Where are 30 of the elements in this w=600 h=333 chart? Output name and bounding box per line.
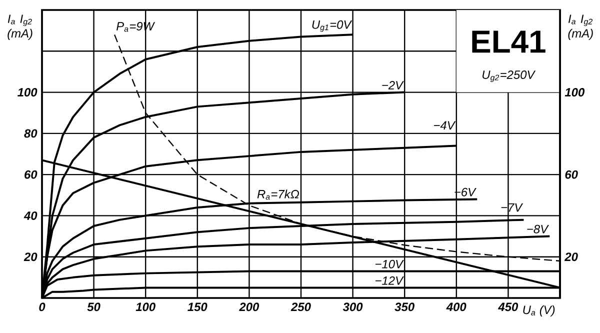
x-tick-label: 0 [39, 302, 46, 312]
annotation: −4V [434, 121, 456, 130]
y2-axis-title: I$_{a}$ I$_{g2}$ (mA) [568, 14, 593, 40]
x-tick-label: 250 [290, 302, 311, 312]
x-tick-label: 50 [87, 302, 100, 312]
y-axis-title: I$_{a}$ I$_{g2}$ (mA) [8, 14, 32, 40]
y2-tick-label: 100 [564, 88, 585, 97]
y2-tick-label: 20 [564, 252, 578, 262]
x-axis-title: U$_{a}$ (V) [523, 305, 555, 316]
annotation: −8V [527, 224, 549, 234]
x-tick-label: 350 [394, 302, 414, 312]
annotation: −12V [376, 276, 404, 285]
text: U$_{g2}$=250V [482, 70, 536, 82]
annotation: −10V [376, 260, 404, 268]
annotation: U$_{g1}$=0V [312, 20, 352, 32]
y-tick-label: 80 [24, 129, 38, 138]
annotation: −2V [382, 81, 404, 90]
x-tick-label: 400 [446, 302, 466, 312]
chart-title: EL41 [472, 30, 546, 53]
y2-tick-label: 60 [565, 170, 578, 179]
y-tick-label: 100 [18, 88, 38, 97]
x-tick-label: 450 [498, 302, 518, 312]
y-tick-label: 20 [24, 252, 38, 262]
y-tick-label: 40 [24, 211, 38, 220]
annotation: R$_{a}$=7kΩ [257, 190, 299, 200]
x-tick-label: 150 [188, 302, 208, 312]
x-tick-label: 200 [239, 302, 260, 312]
x-tick-label: 100 [136, 302, 156, 312]
y-tick-label: 60 [24, 170, 38, 179]
x-tick-label: 300 [342, 302, 363, 312]
